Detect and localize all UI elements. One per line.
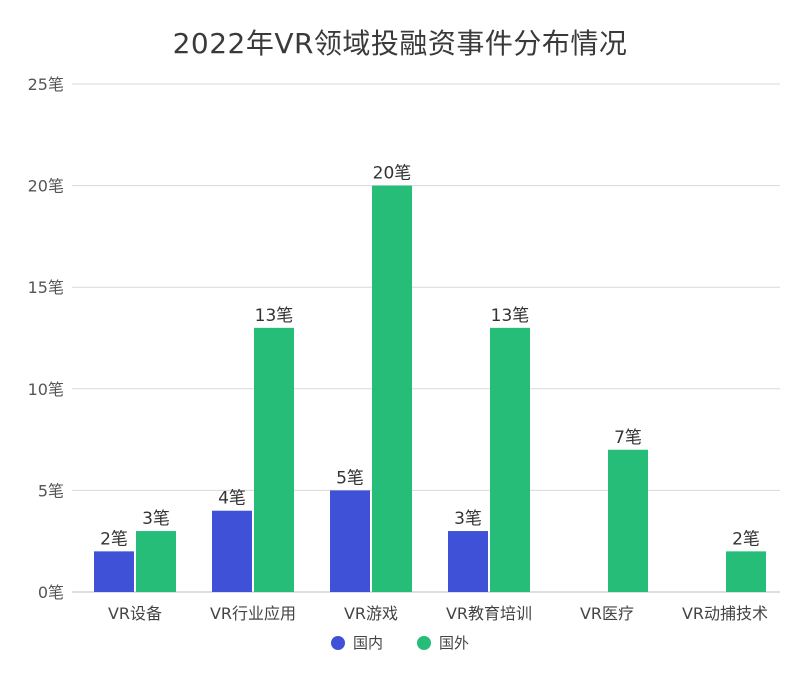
y-tick-label: 20笔 bbox=[28, 177, 64, 196]
y-tick-label: 15笔 bbox=[28, 278, 64, 297]
bar-value-label: 2笔 bbox=[732, 529, 760, 549]
x-tick-label: VR游戏 bbox=[344, 604, 398, 623]
y-tick-label: 10笔 bbox=[28, 380, 64, 399]
y-tick-label: 25笔 bbox=[28, 75, 64, 94]
legend-label-foreign: 国外 bbox=[439, 634, 470, 652]
bar-domestic bbox=[94, 551, 134, 592]
bar-foreign bbox=[608, 449, 648, 592]
legend-item-foreign[interactable]: 国外 bbox=[417, 632, 469, 653]
bar-domestic bbox=[448, 531, 488, 592]
legend: 国内 国外 bbox=[0, 632, 800, 653]
legend-swatch-foreign bbox=[417, 635, 431, 650]
bar-value-label: 7笔 bbox=[614, 428, 642, 448]
x-tick-label: VR医疗 bbox=[580, 604, 634, 623]
bar-domestic bbox=[212, 510, 252, 592]
bar-value-label: 3笔 bbox=[454, 509, 482, 529]
legend-item-domestic[interactable]: 国内 bbox=[330, 632, 383, 653]
bar-value-label: 3笔 bbox=[142, 509, 170, 529]
bar-value-label: 2笔 bbox=[100, 529, 128, 549]
bar-foreign bbox=[372, 185, 412, 592]
bar-value-label: 5笔 bbox=[336, 468, 364, 488]
bar-foreign bbox=[254, 327, 294, 592]
bar-foreign bbox=[726, 551, 766, 592]
bar-foreign bbox=[490, 327, 530, 592]
y-tick-label: 0笔 bbox=[38, 583, 64, 602]
bar-value-label: 13笔 bbox=[491, 306, 530, 326]
legend-label-domestic: 国内 bbox=[352, 634, 383, 652]
bar-domestic bbox=[330, 490, 370, 592]
bar-value-label: 20笔 bbox=[373, 164, 412, 184]
x-tick-label: VR动捕技术 bbox=[682, 604, 768, 623]
x-tick-label: VR设备 bbox=[108, 604, 162, 623]
legend-swatch-domestic bbox=[330, 635, 345, 650]
bar-foreign bbox=[136, 531, 176, 592]
chart-title: 2022年VR领域投融资事件分布情况 bbox=[172, 27, 628, 60]
y-tick-label: 5笔 bbox=[38, 481, 64, 500]
bar-value-label: 13笔 bbox=[255, 306, 294, 326]
bar-value-label: 4笔 bbox=[218, 489, 246, 509]
x-tick-label: VR教育培训 bbox=[446, 604, 532, 623]
x-tick-label: VR行业应用 bbox=[210, 604, 296, 623]
